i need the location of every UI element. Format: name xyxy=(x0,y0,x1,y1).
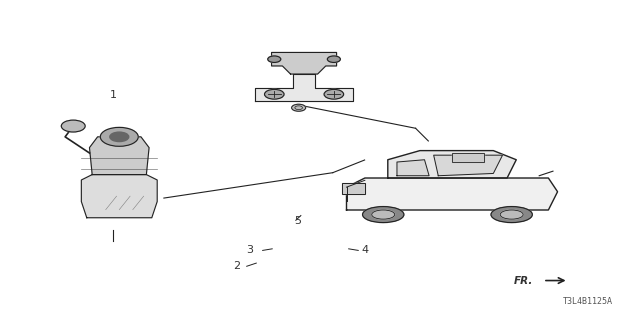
Circle shape xyxy=(61,120,85,132)
Text: 2: 2 xyxy=(233,261,241,271)
Ellipse shape xyxy=(363,207,404,222)
Polygon shape xyxy=(90,137,149,175)
Polygon shape xyxy=(388,151,516,178)
Polygon shape xyxy=(255,74,353,101)
Bar xyxy=(342,183,365,194)
Polygon shape xyxy=(346,178,557,210)
Ellipse shape xyxy=(500,210,523,219)
Circle shape xyxy=(100,127,138,146)
Text: T3L4B1125A: T3L4B1125A xyxy=(563,297,613,306)
Polygon shape xyxy=(81,175,157,218)
Text: 3: 3 xyxy=(246,245,253,255)
Ellipse shape xyxy=(372,210,395,219)
Ellipse shape xyxy=(491,207,532,222)
Bar xyxy=(342,183,365,194)
Circle shape xyxy=(292,104,306,111)
Circle shape xyxy=(268,56,281,62)
Circle shape xyxy=(324,89,344,99)
Polygon shape xyxy=(271,52,337,74)
Polygon shape xyxy=(397,160,429,176)
Text: 4: 4 xyxy=(362,245,369,255)
Polygon shape xyxy=(434,155,502,176)
Circle shape xyxy=(327,56,340,62)
Text: 5: 5 xyxy=(294,215,301,226)
Bar xyxy=(452,153,484,162)
Bar xyxy=(452,153,484,162)
Text: FR.: FR. xyxy=(514,276,534,285)
Text: 1: 1 xyxy=(109,90,116,100)
Circle shape xyxy=(110,132,129,141)
Circle shape xyxy=(264,89,284,99)
